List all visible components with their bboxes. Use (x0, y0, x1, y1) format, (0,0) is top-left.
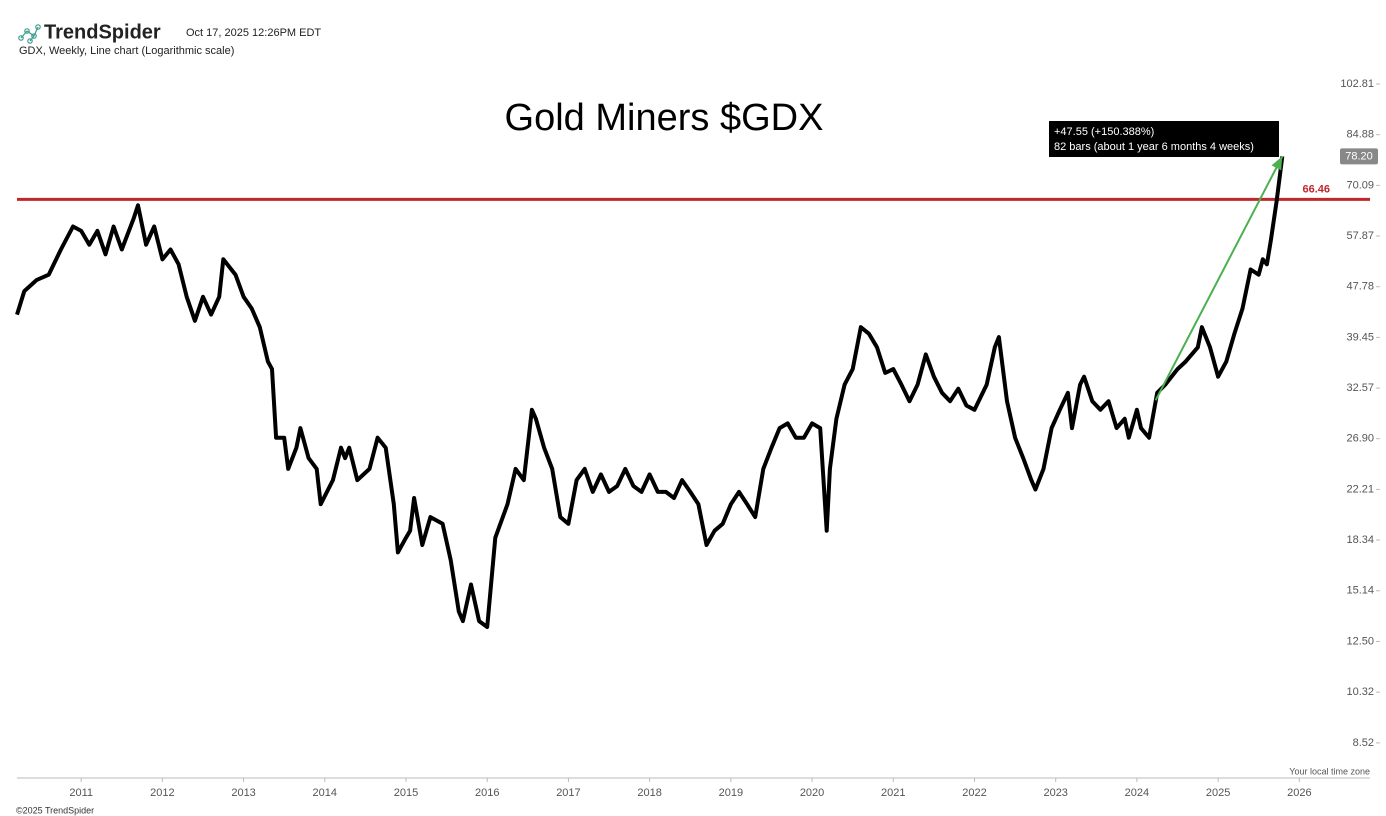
y-tick-label: 70.09 (1346, 179, 1374, 191)
x-tick-label: 2024 (1125, 787, 1149, 799)
subtitle: GDX, Weekly, Line chart (Logarithmic sca… (19, 45, 234, 57)
x-tick-label: 2018 (637, 787, 661, 799)
arrow-head (1271, 156, 1283, 171)
footer: ©2025 TrendSpider (16, 805, 94, 815)
logo (18, 24, 41, 44)
brand: TrendSpider (44, 21, 161, 43)
y-tick-label: 32.57 (1346, 382, 1374, 394)
x-tick-label: 2012 (150, 787, 174, 799)
trend-label: 82 bars (about 1 year 6 months 4 weeks) (1054, 141, 1254, 153)
y-tick-label: 39.45 (1346, 331, 1374, 343)
timezone-note: Your local time zone (1289, 766, 1370, 776)
trend-label: +47.55 (+150.388%) (1054, 126, 1154, 138)
x-tick-label: 2011 (69, 787, 93, 799)
x-tick-label: 2017 (556, 787, 580, 799)
y-tick-label: 22.21 (1346, 483, 1374, 495)
x-tick-label: 2019 (719, 787, 743, 799)
trend-arrow (1154, 155, 1284, 401)
x-tick-label: 2013 (231, 787, 255, 799)
y-tick-label: 12.50 (1346, 635, 1374, 647)
y-tick-label: 47.78 (1346, 281, 1374, 293)
y-tick-label: 18.34 (1346, 534, 1374, 546)
x-tick-label: 2023 (1043, 787, 1067, 799)
x-tick-label: 2022 (962, 787, 986, 799)
x-tick-label: 2016 (475, 787, 499, 799)
x-tick-label: 2026 (1287, 787, 1311, 799)
y-tick-label: 26.90 (1346, 433, 1374, 445)
x-tick-label: 2015 (394, 787, 418, 799)
x-tick-label: 2021 (881, 787, 905, 799)
y-tick-label: 8.52 (1353, 737, 1374, 749)
level-label: 66.46 (1302, 183, 1330, 195)
y-tick-label: 57.87 (1346, 230, 1374, 242)
x-tick-label: 2025 (1206, 787, 1230, 799)
y-tick-label: 10.32 (1346, 686, 1374, 698)
timestamp: Oct 17, 2025 12:26PM EDT (186, 27, 321, 39)
x-tick-label: 2020 (800, 787, 824, 799)
x-tick-label: 2014 (313, 787, 337, 799)
trend-box (1049, 121, 1279, 157)
price-line (15, 156, 1285, 629)
y-tick-label: 15.14 (1346, 585, 1374, 597)
chart-title: Gold Miners $GDX (505, 97, 824, 139)
price-tag-label: 78.20 (1345, 150, 1373, 162)
y-tick-label: 102.81 (1340, 78, 1374, 90)
y-tick-label: 84.88 (1346, 129, 1374, 141)
price-tag (1340, 148, 1378, 165)
